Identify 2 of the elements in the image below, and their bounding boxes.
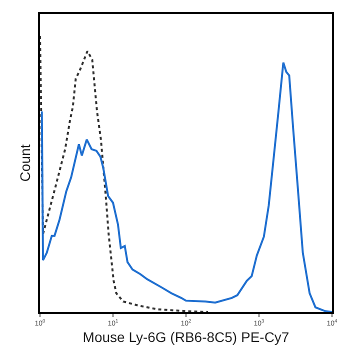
x-axis-title: Mouse Ly-6G (RB6-8C5) PE-Cy7 xyxy=(82,329,290,346)
y-axis-title: Count xyxy=(17,144,34,182)
